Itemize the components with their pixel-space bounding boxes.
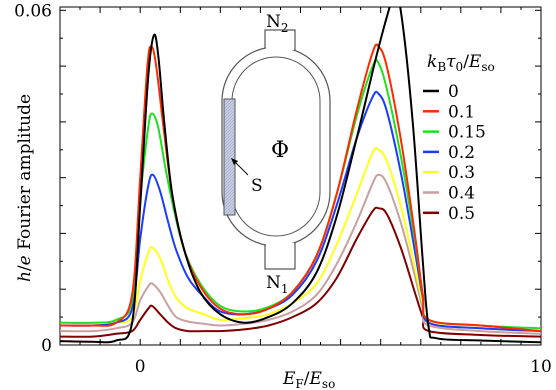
series-line-0-4 xyxy=(60,173,541,335)
legend-label: 0 xyxy=(448,82,459,102)
series-line-0-5 xyxy=(60,206,541,338)
lead-n1-cover xyxy=(266,243,294,248)
s-pointer-line xyxy=(234,161,249,176)
legend-item: 0 xyxy=(423,82,459,102)
y-tick-label: 0.06 xyxy=(14,1,52,21)
legend-item: 0.2 xyxy=(423,143,475,163)
legend-item: 0.1 xyxy=(423,102,475,122)
series-line-0-3 xyxy=(60,146,541,333)
series-line-0-1 xyxy=(60,43,541,333)
legend-label: 0.15 xyxy=(448,123,486,143)
lead-n2-cover xyxy=(266,44,294,50)
legend-entries: 00.10.150.20.30.40.5 xyxy=(423,82,486,224)
plot-area: 0 10 0 0.06 xyxy=(14,1,552,377)
label-superconductor: S xyxy=(251,176,263,196)
legend: kBτ0/Eso 00.10.150.20.30.40.5 xyxy=(423,52,495,224)
legend-label: 0.4 xyxy=(448,184,475,204)
label-flux: Φ xyxy=(271,138,289,163)
legend-label: 0.5 xyxy=(448,204,475,224)
x-tick-label: 0 xyxy=(135,357,146,377)
x-axis-label: EF/Eso xyxy=(282,369,335,390)
y-tick-label: 0 xyxy=(41,336,52,356)
series-line-0 xyxy=(60,7,541,344)
y-axis-label: h/e Fourier amplitude xyxy=(15,94,35,282)
legend-item: 0.3 xyxy=(423,163,475,183)
legend-label: 0.3 xyxy=(448,163,475,183)
legend-item: 0.4 xyxy=(423,184,475,204)
series-layer xyxy=(60,7,541,344)
legend-label: 0.1 xyxy=(448,102,475,122)
legend-item: 0.15 xyxy=(423,123,486,143)
superconductor-strip xyxy=(223,98,236,216)
ticks-layer: 0 10 0 0.06 xyxy=(14,1,552,377)
legend-item: 0.5 xyxy=(423,204,475,224)
ring-device-inset: N2 N1 Φ S xyxy=(221,12,331,296)
x-tick-label: 10 xyxy=(530,357,552,377)
s-pointer-arrowhead xyxy=(231,158,238,165)
legend-label: 0.2 xyxy=(448,143,475,163)
axis-labels: EF/Eso h/e Fourier amplitude xyxy=(15,94,335,390)
label-n1: N1 xyxy=(266,273,289,296)
label-n2: N2 xyxy=(266,12,289,35)
legend-title: kBτ0/Eso xyxy=(427,52,495,74)
